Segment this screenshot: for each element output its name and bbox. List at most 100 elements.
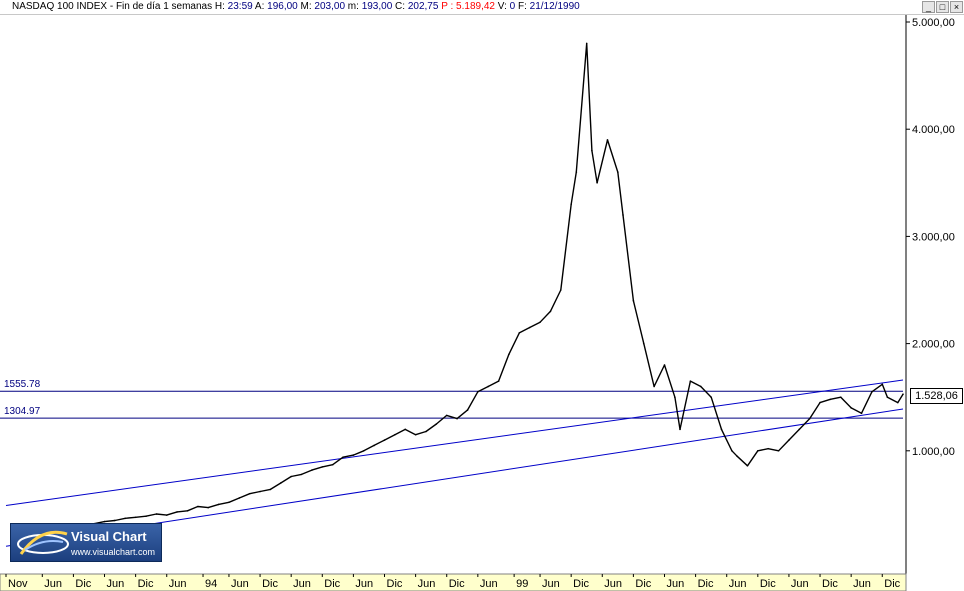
price-point — [103, 520, 106, 523]
level-label: 1555.78 — [4, 379, 41, 390]
price-point — [897, 401, 899, 404]
x-tick-label: Jun — [169, 578, 187, 590]
x-tick-label: Jun — [44, 578, 62, 590]
x-tick-label: Nov — [8, 578, 28, 590]
price-point — [585, 42, 588, 45]
header-field-label: V: — [497, 1, 510, 12]
price-point — [902, 393, 904, 395]
price-point — [497, 380, 500, 382]
price-point — [720, 428, 723, 431]
price-point — [155, 513, 158, 515]
price-point — [767, 447, 769, 450]
header-field-label: F: — [515, 1, 530, 12]
right-axis-area — [906, 15, 964, 571]
price-point — [549, 310, 552, 313]
price-point — [632, 299, 635, 302]
trend-line — [5, 379, 904, 506]
price-point — [477, 391, 479, 393]
x-tick-label: Dic — [635, 578, 651, 590]
price-point — [860, 412, 863, 415]
header-field-value: 202,75 — [407, 1, 439, 12]
logo-title: Visual Chart — [71, 529, 147, 544]
x-tick-label: Jun — [542, 578, 560, 590]
level-label: 1304.97 — [4, 406, 41, 417]
x-tick-label: Jun — [355, 578, 373, 590]
x-tick-label: Jun — [729, 578, 747, 590]
price-point — [798, 428, 801, 431]
ohlc-fields: H: 23:59 A: 196,00 M: 203,00 m: 193,00 C… — [215, 1, 439, 12]
price-point — [228, 501, 230, 504]
x-tick-label: Dic — [75, 578, 91, 590]
price-series — [10, 42, 904, 539]
y-axis: 1.000,00 2.000,00 3.000,00 4.000,00 5.000,00 — [906, 17, 955, 458]
price-point — [134, 516, 137, 519]
price-point — [352, 454, 355, 456]
logo-url: www.visualchart.com — [71, 547, 156, 557]
price-point — [539, 321, 541, 323]
price-point — [114, 519, 116, 522]
price-point — [653, 385, 655, 388]
chart-header: NASDAQ 100 INDEX - Fin de día 1 semanas … — [0, 0, 964, 15]
y-tick-label: 4.000,00 — [912, 124, 955, 136]
p-field-value: 5.189,42 — [456, 1, 495, 12]
price-point — [414, 433, 417, 436]
current-price-tag: 1.528,06 — [910, 388, 963, 404]
price-point — [663, 364, 666, 366]
price-point — [617, 171, 619, 173]
price-point — [606, 139, 609, 141]
price-point — [248, 492, 251, 495]
price-point — [373, 444, 375, 447]
price-point — [886, 396, 889, 399]
price-point — [674, 396, 676, 399]
header-field-value: 203,00 — [314, 1, 346, 12]
header-field-value: 0 — [509, 1, 516, 12]
price-point — [746, 465, 749, 467]
header-field-label: A: — [252, 1, 268, 12]
x-tick-label: 99 — [516, 578, 528, 590]
price-point — [362, 450, 365, 452]
price-point — [186, 510, 189, 512]
price-point — [699, 385, 702, 388]
x-tick-label: Dic — [760, 578, 776, 590]
price-point — [466, 409, 469, 411]
price-point — [269, 488, 272, 491]
minimize-button[interactable]: _ — [922, 1, 935, 13]
price-point — [342, 456, 344, 459]
price-point — [311, 469, 313, 471]
price-point — [197, 505, 199, 508]
maximize-button[interactable]: □ — [936, 1, 949, 13]
price-point — [689, 380, 692, 382]
price-point — [217, 503, 220, 506]
header-field-label: M: — [297, 1, 315, 12]
p-field-label: P : — [441, 1, 457, 12]
price-point — [575, 171, 578, 173]
price-point — [300, 473, 303, 476]
x-tick-label: Jun — [604, 578, 622, 590]
close-button[interactable]: × — [950, 1, 963, 13]
price-point — [435, 423, 438, 425]
price-point — [622, 214, 624, 216]
visual-chart-logo: Visual Chart www.visualchart.com — [10, 523, 162, 562]
header-field-label: m: — [345, 1, 362, 12]
price-point — [404, 428, 407, 431]
y-tick-label: 2.000,00 — [912, 339, 955, 351]
price-point — [559, 289, 562, 291]
header-field-value: 23:59 — [227, 1, 253, 12]
x-tick-label: Dic — [262, 578, 278, 590]
price-point — [518, 332, 521, 334]
price-point — [596, 182, 598, 184]
price-point — [321, 466, 324, 468]
horizontal-levels: 1555.78 1304.97 — [0, 379, 903, 419]
x-tick-label: Dic — [884, 578, 900, 590]
price-point — [165, 514, 168, 516]
x-tick-label: Dic — [387, 578, 403, 590]
price-point — [528, 326, 531, 329]
price-point — [383, 439, 386, 441]
window-buttons: _ □ × — [922, 0, 964, 14]
price-point — [839, 396, 842, 399]
x-tick-label: Jun — [293, 578, 311, 590]
x-tick-label: Jun — [231, 578, 249, 590]
x-tick-label: Dic — [324, 578, 340, 590]
y-tick-label: 5.000,00 — [912, 17, 955, 29]
